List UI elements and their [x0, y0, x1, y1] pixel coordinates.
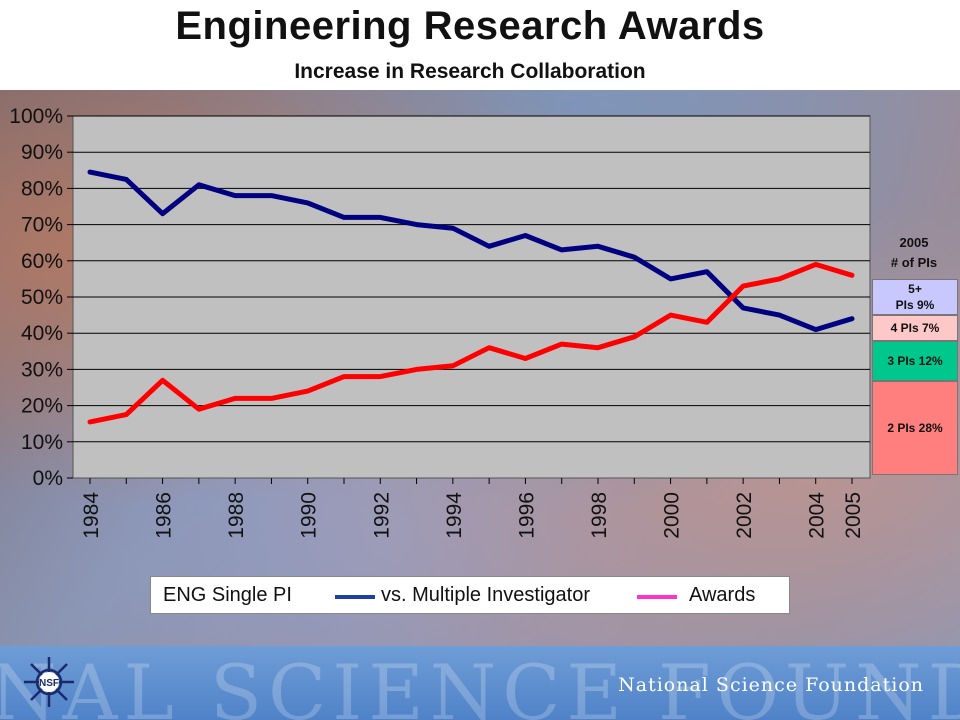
y-tick-label: 100% — [9, 105, 63, 128]
pi-segment-3: 3 PIs 12% — [872, 341, 958, 381]
x-axis-ticks: 1984 1986 1988 1990 1992 1994 1996 1998 2000 2002… — [80, 478, 865, 539]
y-tick-label: 80% — [21, 177, 63, 200]
pi-segment-label-line: 5+ — [908, 282, 922, 296]
legend-label-multiple: vs. Multiple Investigator — [381, 584, 590, 606]
logo-text: NSF — [39, 678, 59, 689]
footer-background-text: NAL SCIENCE FOUND — [0, 648, 960, 720]
side-panel-year: 2005 — [899, 235, 929, 250]
y-tick-label: 40% — [21, 322, 63, 345]
pi-segment-label: 4 PIs 7% — [891, 320, 940, 336]
y-tick-label: 90% — [21, 141, 63, 164]
x-tick-label: 2005 — [842, 492, 865, 539]
y-tick-label: 60% — [21, 250, 63, 273]
x-tick-label: 2002 — [733, 492, 756, 539]
x-tick-label: 1994 — [443, 492, 466, 539]
pi-segment-label-line: 4 PIs 7% — [890, 321, 940, 335]
x-tick-label: 1990 — [298, 492, 321, 539]
header: Engineering Research Awards Increase in … — [0, 0, 960, 90]
page-title: Engineering Research Awards — [175, 4, 765, 48]
gridlines — [73, 115, 870, 443]
legend-swatch-single-pi — [335, 595, 375, 599]
legend: ENG Single PI vs. Multiple Investigator … — [150, 576, 790, 614]
y-tick-label: 10% — [21, 431, 63, 454]
pi-segment-label: 2 PIs 28% — [887, 420, 942, 436]
footer-organization: National Science Foundation — [618, 674, 924, 696]
pi-segment-label-line: PIs 9% — [895, 298, 935, 312]
x-tick-label: 1992 — [370, 492, 393, 539]
y-tick-label: 50% — [21, 286, 63, 309]
nsf-logo-icon: NSF — [24, 657, 74, 707]
footer-banner: NAL SCIENCE FOUND National Science Found… — [0, 646, 960, 720]
x-tick-label: 1996 — [515, 492, 538, 539]
side-panel-title: # of PIs — [890, 255, 938, 270]
pi-segment-label: 5+ PIs 9% — [896, 281, 935, 313]
pi-segment-4: 2 PIs 28% — [872, 381, 958, 475]
y-tick-label: 20% — [21, 395, 63, 418]
legend-swatch-multiple — [637, 595, 677, 599]
pi-segment-label-line: 3 PIs 12% — [887, 354, 943, 368]
pi-segment-label: 3 PIs 12% — [887, 353, 942, 369]
pi-segment-1: 5+ PIs 9% — [872, 279, 958, 315]
legend-label-single-pi: ENG Single PI — [163, 584, 292, 606]
series-line-1 — [87, 169, 855, 333]
y-axis-ticks: 0% 10% 20% 30% 40% 50% 60% 70% 80% 90% 100% — [9, 105, 73, 490]
series-line-2 — [87, 261, 855, 425]
x-tick-label: 1986 — [153, 492, 176, 539]
x-tick-label: 1988 — [225, 492, 248, 539]
x-tick-label: 1998 — [588, 492, 611, 539]
x-tick-label: 2004 — [806, 492, 829, 539]
side-panel-heading: 2005 # of PIs — [866, 233, 960, 273]
legend-label-awards: Awards — [689, 584, 756, 606]
page-subtitle: Increase in Research Collaboration — [294, 60, 646, 83]
pi-segment-label-line: 2 PIs 28% — [887, 421, 943, 435]
y-tick-label: 0% — [33, 467, 63, 490]
x-tick-label: 2000 — [661, 492, 684, 539]
pi-segment-2: 4 PIs 7% — [872, 315, 958, 341]
line-chart: 0%10%20%30%40%50%60%70%80%90%100% 1984 19… — [9, 105, 871, 539]
y-tick-label: 70% — [21, 214, 63, 237]
x-tick-label: 1984 — [80, 492, 103, 539]
series-lines — [87, 169, 855, 425]
y-tick-label: 30% — [21, 358, 63, 381]
